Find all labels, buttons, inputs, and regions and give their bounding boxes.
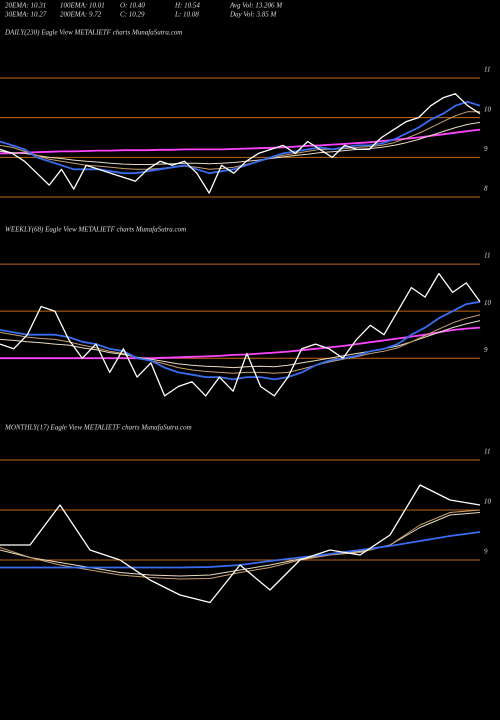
y-tick-label: 9 (484, 346, 488, 354)
series-line (0, 326, 481, 360)
series-line (0, 320, 481, 369)
y-tick-label: 11 (484, 66, 490, 74)
header-stat: 20EMA: 10.31 (5, 2, 46, 10)
panel-title: WEEKLY(68) Eagle View METALIETF charts M… (5, 226, 186, 234)
header-stat: C: 10.29 (120, 11, 145, 19)
y-tick-label: 10 (484, 498, 492, 506)
y-tick-label: 10 (484, 299, 492, 307)
y-tick-label: 11 (484, 448, 490, 456)
series-line (0, 93, 481, 194)
header-stat: Day Vol: 3.85 M (229, 11, 277, 19)
header-stat: 200EMA: 9.72 (60, 11, 102, 19)
series-line (0, 484, 481, 604)
series-line (0, 531, 481, 569)
series-line (0, 121, 481, 165)
panel-title: DAILY(230) Eagle View METALIETF charts M… (4, 29, 182, 37)
series-line (0, 128, 481, 155)
series-line (0, 512, 481, 577)
y-tick-label: 10 (484, 105, 492, 113)
y-tick-label: 9 (484, 548, 488, 556)
series-line (0, 111, 480, 170)
header-stat: L: 10.08 (174, 11, 199, 19)
header-stat: 30EMA: 10.27 (4, 11, 47, 19)
series-line (0, 300, 481, 381)
header-stat: O: 10.40 (120, 2, 145, 10)
y-tick-label: 11 (484, 252, 490, 260)
y-tick-label: 9 (484, 145, 488, 153)
header-stat: H: 10.54 (174, 2, 200, 10)
panel-title: MONTHLY(17) Eagle View METALIETF charts … (4, 424, 192, 432)
series-line (0, 272, 481, 397)
header-stat: Avg Vol: 13.206 M (229, 2, 283, 10)
series-line (0, 509, 481, 580)
header-stat: 100EMA: 10.01 (60, 2, 105, 10)
y-tick-label: 8 (484, 185, 488, 193)
